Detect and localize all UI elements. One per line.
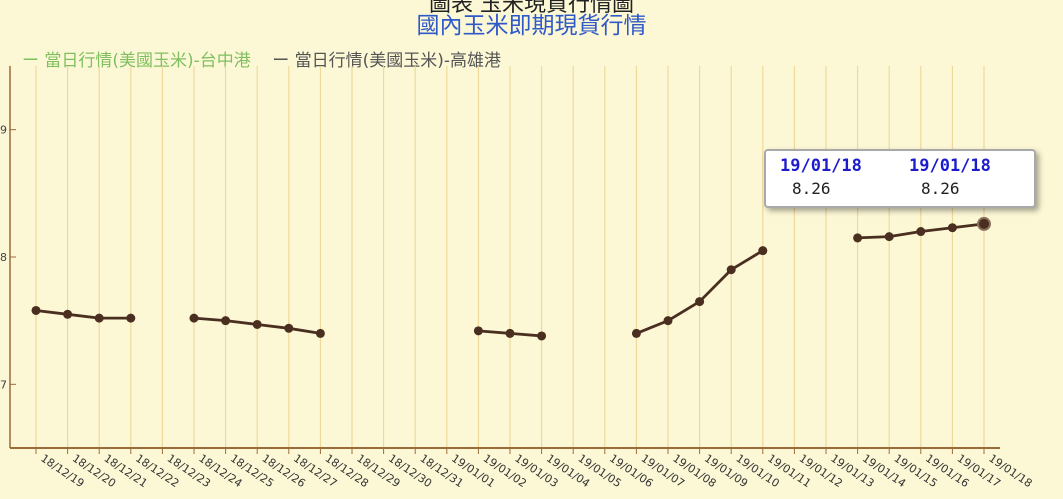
series-line-segment <box>193 316 226 323</box>
data-point <box>537 331 547 341</box>
data-point <box>252 319 262 329</box>
data-point <box>284 323 294 333</box>
tooltip-date-2: 19/01/18 <box>909 156 991 176</box>
data-point <box>63 309 73 319</box>
series-line-segment <box>888 230 922 239</box>
data-point <box>631 328 641 338</box>
data-point <box>884 232 894 242</box>
tooltip-value-1: 8.26 <box>792 179 831 198</box>
series-line-segment <box>225 319 258 326</box>
y-tick-label: 9 <box>0 124 7 137</box>
tooltip-value-2: 8.26 <box>921 179 960 198</box>
series-line-segment <box>667 300 701 322</box>
data-point <box>695 297 705 307</box>
data-point <box>189 313 199 323</box>
tooltip-column-1: 19/01/18 8.26 <box>780 156 862 198</box>
series-line-segment <box>857 235 890 240</box>
data-point <box>126 313 136 323</box>
series-line-segment <box>635 319 669 335</box>
tooltip-date-1: 19/01/18 <box>780 156 862 176</box>
data-point <box>758 246 768 256</box>
series-line-segment <box>730 249 764 271</box>
series-line-segment <box>67 312 100 320</box>
legend-item-kaohsiung[interactable]: ー 當日行情(美國玉米)-高雄港 <box>272 51 501 71</box>
series-line-segment <box>288 326 321 335</box>
y-tick-label: 8 <box>0 251 7 264</box>
data-point <box>94 313 104 323</box>
series-line-segment <box>509 332 542 338</box>
series-line-segment <box>698 268 733 303</box>
data-point <box>31 305 41 315</box>
data-point <box>726 265 736 275</box>
data-point <box>663 316 673 326</box>
data-point <box>947 223 957 233</box>
data-point <box>505 328 515 338</box>
series-line-segment <box>478 329 511 335</box>
data-point <box>853 233 863 243</box>
y-tick-label: 7 <box>0 378 7 391</box>
chart-title: 國內玉米即期現貨行情 <box>416 13 647 39</box>
data-point <box>221 316 231 326</box>
chart-top-caption: 圖表 玉米現貨行情圖 <box>429 0 634 17</box>
series-line-segment <box>35 309 68 316</box>
data-point <box>473 326 483 336</box>
chart-tooltip: 19/01/18 8.26 19/01/18 8.26 <box>764 149 1036 208</box>
data-point <box>916 227 926 237</box>
series-line-segment <box>920 226 953 233</box>
tooltip-column-2: 19/01/18 8.26 <box>909 156 991 198</box>
data-point <box>315 328 325 338</box>
legend-label-kaohsiung: ー 當日行情(美國玉米)-高雄港 <box>272 51 502 71</box>
series-line-segment <box>257 323 289 330</box>
data-point <box>977 216 991 231</box>
